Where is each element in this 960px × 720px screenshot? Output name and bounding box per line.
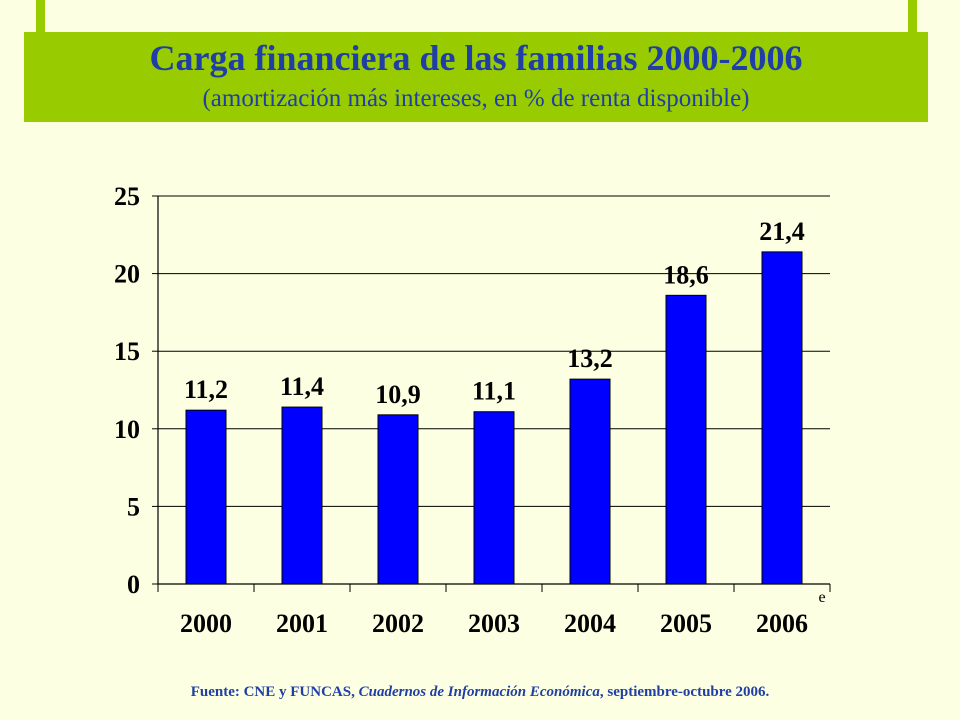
frame-left-bar: [36, 0, 45, 36]
data-label: 13,2: [567, 344, 613, 373]
chart-title: Carga financiera de las familias 2000-20…: [149, 38, 803, 78]
data-label: 11,1: [472, 377, 516, 406]
bar: [473, 411, 515, 585]
y-tick-label: 15: [114, 337, 140, 366]
title-band: [24, 32, 928, 122]
bar: [377, 414, 419, 585]
y-tick-label: 10: [114, 415, 140, 444]
bar: [281, 406, 323, 585]
source-publication: Cuadernos de Información Económica: [358, 684, 600, 700]
y-tick-label: 25: [114, 182, 140, 211]
source-prefix: Fuente: CNE y FUNCAS,: [190, 684, 359, 700]
estimate-annotation: e: [818, 589, 825, 606]
x-tick-label: 2000: [180, 609, 232, 638]
bar: [761, 251, 803, 585]
bar: [665, 294, 707, 585]
x-tick-label: 2003: [468, 609, 520, 638]
source-note: Fuente: CNE y FUNCAS, Cuadernos de Infor…: [0, 684, 960, 701]
y-tick-label: 5: [127, 492, 140, 521]
data-label: 21,4: [759, 217, 805, 246]
data-label: 11,2: [184, 375, 228, 404]
x-tick-label: 2002: [372, 609, 424, 638]
x-tick-label: 2005: [660, 609, 712, 638]
data-label: 11,4: [280, 372, 324, 401]
y-tick-label: 20: [114, 260, 140, 289]
y-tick-label: 0: [127, 570, 140, 599]
source-suffix: , septiembre-octubre 2006.: [599, 684, 770, 700]
bar: [185, 409, 227, 585]
bar: [569, 378, 611, 585]
chart-subtitle: (amortización más intereses, en % de ren…: [202, 85, 750, 112]
x-tick-label: 2006: [756, 609, 808, 638]
x-tick-label: 2001: [276, 609, 328, 638]
frame-right-bar: [908, 0, 917, 36]
data-label: 18,6: [663, 260, 709, 289]
data-label: 10,9: [375, 380, 421, 409]
x-tick-label: 2004: [564, 609, 616, 638]
